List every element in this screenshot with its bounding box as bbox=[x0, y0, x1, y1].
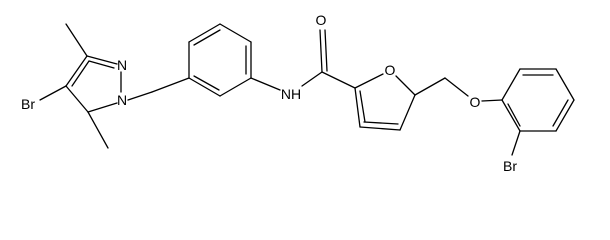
atom-label: Br bbox=[503, 158, 517, 174]
atom-label: O bbox=[470, 94, 481, 110]
atom-label: NH bbox=[281, 86, 301, 102]
atom-label: O bbox=[385, 62, 396, 78]
atom-labels: Br N N NH O O O Br bbox=[21, 12, 517, 174]
atom-label: N bbox=[117, 92, 127, 108]
atom-label: Br bbox=[21, 96, 35, 112]
bonds bbox=[39, 23, 575, 156]
structure-diagram: Br N N NH O O O Br bbox=[21, 12, 575, 174]
atom-label: N bbox=[117, 57, 127, 73]
atom-label: O bbox=[316, 12, 327, 28]
